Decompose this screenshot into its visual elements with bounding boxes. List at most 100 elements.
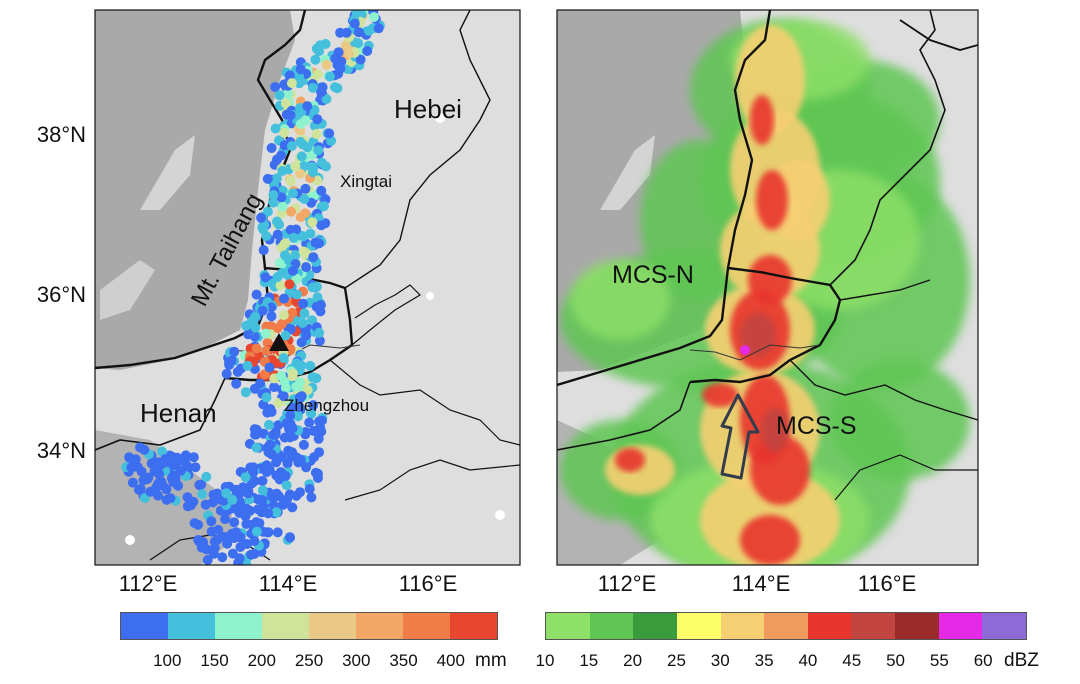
colorbar-cell xyxy=(895,613,939,639)
station-triangle xyxy=(269,333,289,351)
rainfall-station-dot xyxy=(260,328,271,339)
rainfall-station-dot xyxy=(292,289,302,300)
rainfall-station-dot xyxy=(275,280,286,291)
rainfall-station-dot xyxy=(276,192,287,203)
rainfall-station-dot xyxy=(220,514,231,525)
mcs-motion-arrow xyxy=(720,393,760,480)
rainfall-station-dot xyxy=(349,18,360,29)
rainfall-station-dot xyxy=(257,475,268,486)
rainfall-station-dot xyxy=(265,439,276,450)
colorbar-cell xyxy=(938,613,983,639)
colorbar-cell xyxy=(851,613,896,639)
radar-colorbar xyxy=(545,612,1027,640)
radar-colorbar-unit: dBZ xyxy=(1004,650,1039,671)
river-r xyxy=(689,344,821,361)
rainfall-station-dot xyxy=(333,68,344,79)
rainfall-station-dot xyxy=(135,483,146,494)
rainfall-station-dot xyxy=(182,492,193,503)
rainfall-station-dot xyxy=(294,392,305,403)
rainfall-station-dot xyxy=(280,250,290,261)
rainfall-station-dot xyxy=(206,526,217,537)
rainfall-station-dot xyxy=(256,212,267,223)
rainfall-station-dot xyxy=(298,231,309,242)
rainfall-station-dot xyxy=(314,327,325,338)
colorbar-cell xyxy=(589,613,634,639)
rainfall-station-dot xyxy=(251,442,262,453)
colorbar-cell xyxy=(215,613,262,639)
province-border-r xyxy=(557,266,842,387)
rainfall-station-dot xyxy=(307,372,318,383)
rainfall-station-dot xyxy=(277,201,288,212)
rainfall-station-dot xyxy=(270,427,281,438)
rainfall-station-dot xyxy=(274,219,285,230)
rainfall-station-dot xyxy=(278,391,289,402)
rainfall-station-dot xyxy=(304,269,315,280)
colorbar-tick-label: 35 xyxy=(754,651,774,670)
province-border-east2 xyxy=(351,284,421,346)
rainfall-station-dot xyxy=(266,449,277,460)
rainfall-station-dot xyxy=(157,446,168,457)
rainfall-station-dot xyxy=(240,387,251,398)
rainfall-station-dot xyxy=(316,220,327,231)
precip-colorbar xyxy=(120,612,498,640)
left-map-panel xyxy=(95,10,520,565)
terrain-basin-2 xyxy=(100,260,155,320)
rainfall-station-dot xyxy=(154,469,165,480)
rainfall-station-dot xyxy=(353,27,364,38)
rainfall-station-dot xyxy=(276,150,286,161)
rainfall-station-dot xyxy=(291,273,302,284)
rainfall-station-dot xyxy=(284,532,295,543)
radar-echo xyxy=(615,448,645,472)
rainfall-station-dot xyxy=(242,360,253,371)
rainfall-station-dot xyxy=(333,47,344,58)
place-hebei: Hebei xyxy=(394,94,462,124)
right-lon-label-116e: 116°E xyxy=(857,571,917,596)
rainfall-station-dot xyxy=(313,145,324,156)
rainfall-station-dot xyxy=(288,368,298,379)
colorbar-tick-label: 350 xyxy=(389,651,418,670)
rainfall-station-dot xyxy=(270,82,281,92)
rainfall-station-dot xyxy=(256,507,267,518)
rainfall-station-dot xyxy=(310,54,321,65)
rainfall-station-dot xyxy=(314,335,325,346)
rainfall-station-dot xyxy=(249,476,260,487)
rainfall-station-dot xyxy=(127,477,138,488)
rainfall-station-dot xyxy=(251,517,262,528)
rainfall-station-dot xyxy=(291,224,302,235)
rainfall-station-dot xyxy=(311,43,322,54)
rainfall-station-dot xyxy=(287,502,298,513)
rainfall-station-dot xyxy=(233,557,244,565)
colorbar-cell xyxy=(121,613,168,639)
rainfall-station-dot xyxy=(273,491,284,502)
rainfall-station-dot xyxy=(306,492,317,503)
colorbar-tick-label: 55 xyxy=(929,651,949,670)
rainfall-station-dot xyxy=(296,337,307,348)
rainfall-station-dot xyxy=(307,82,318,93)
rainfall-station-dot xyxy=(288,232,299,243)
rainfall-station-dot xyxy=(281,480,292,491)
colorbar-tick-label: 50 xyxy=(886,651,905,670)
radar-echo xyxy=(740,515,800,565)
colorbar-tick-label: 40 xyxy=(798,651,818,670)
rainfall-station-dot xyxy=(285,110,296,121)
rainfall-station-dot xyxy=(179,454,190,465)
colorbar-cell xyxy=(356,613,403,639)
left-lon-label-116e: 116°E xyxy=(398,571,458,596)
rainfall-station-dot xyxy=(280,98,291,109)
rainfall-station-dot xyxy=(278,310,289,321)
rainfall-station-dot xyxy=(266,302,277,313)
colorbar-tick-label: 60 xyxy=(973,651,993,670)
radar-echo xyxy=(750,435,810,505)
rainfall-station-dot xyxy=(221,488,232,499)
right-lon-label-114e: 114°E xyxy=(731,571,791,596)
rainfall-station-dot xyxy=(298,298,309,309)
rainfall-station-dot xyxy=(240,511,251,522)
rainfall-station-dot xyxy=(321,161,331,172)
rainfall-station-dot xyxy=(280,471,291,481)
rainfall-station-dot xyxy=(235,532,246,543)
rainfall-station-dot xyxy=(145,486,156,497)
rainfall-station-dot xyxy=(190,462,201,473)
province-border-far-e-r xyxy=(834,454,978,501)
rainfall-station-dot xyxy=(261,345,272,356)
